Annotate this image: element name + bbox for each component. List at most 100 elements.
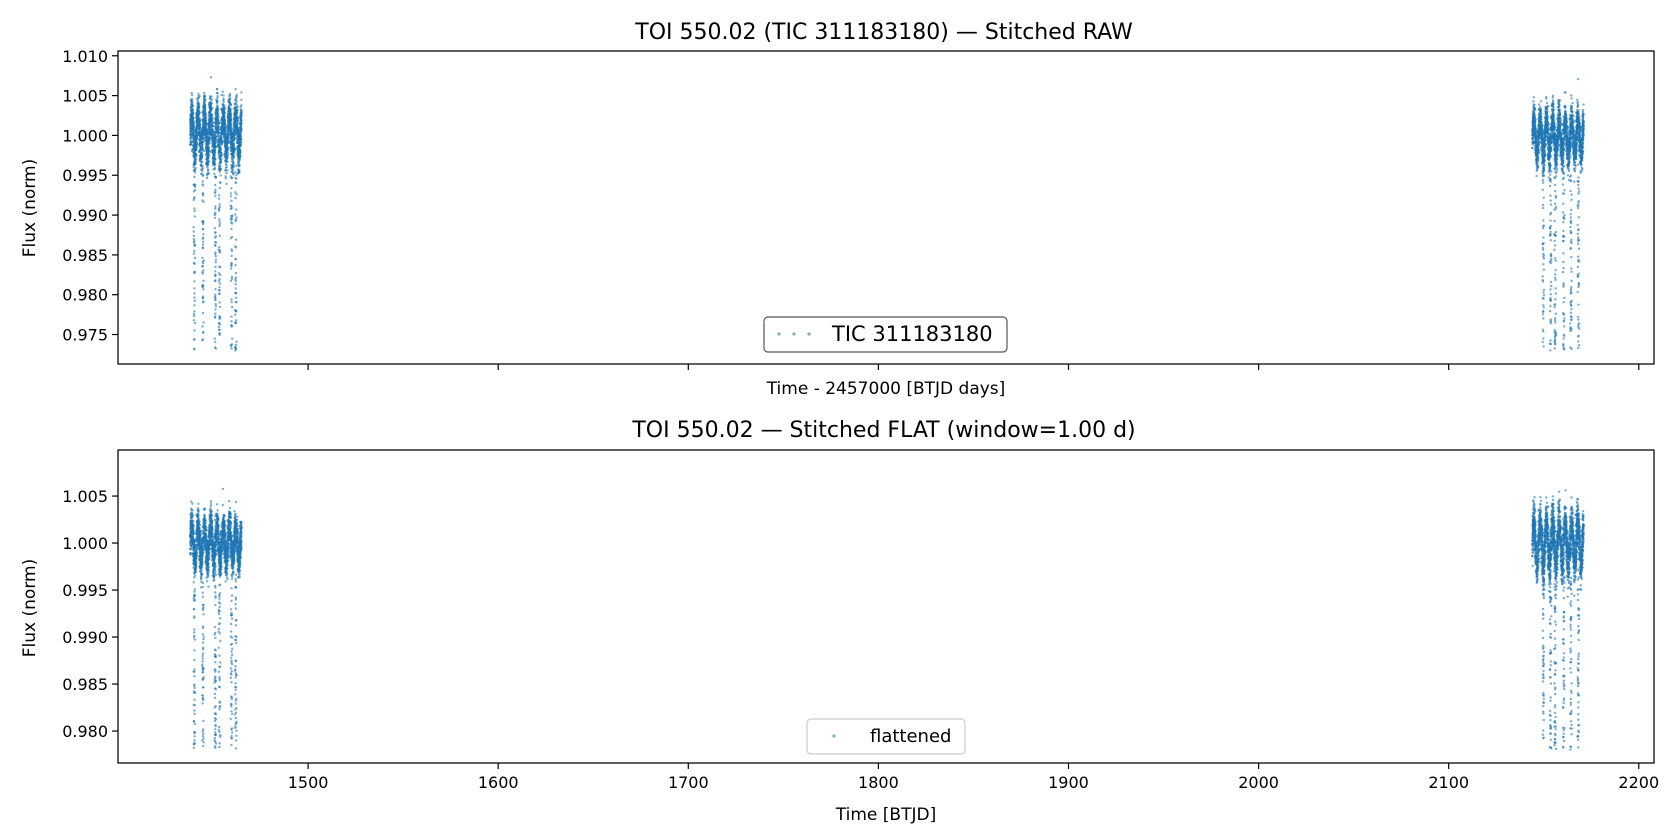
raw-data-point — [206, 174, 208, 176]
raw-data-point — [216, 105, 218, 107]
raw-data-point — [221, 141, 223, 143]
raw-data-point — [196, 143, 198, 145]
raw-transit-point — [202, 241, 204, 243]
raw-data-point — [1576, 99, 1578, 101]
raw-data-point — [204, 94, 206, 96]
raw-data-point — [209, 106, 211, 108]
raw-data-point — [202, 119, 204, 121]
raw-transit-point — [235, 280, 237, 282]
raw-transit-point — [214, 337, 216, 339]
raw-transit-point — [193, 315, 195, 317]
raw-transit-point — [214, 315, 216, 317]
raw-data-point — [205, 133, 207, 135]
raw-data-point — [208, 112, 210, 114]
raw-data-point — [214, 299, 216, 301]
raw-transit-point — [193, 196, 195, 198]
raw-transit-point — [214, 253, 216, 255]
raw-data-point — [228, 99, 230, 101]
raw-transit-point — [194, 189, 196, 191]
raw-data-point — [192, 147, 194, 149]
raw-data-point — [218, 203, 220, 205]
raw-transit-point — [235, 341, 237, 343]
raw-data-point — [226, 157, 228, 159]
raw-data-point — [216, 109, 218, 111]
raw-data-point — [222, 94, 224, 96]
raw-transit-point — [235, 287, 237, 289]
raw-transit-point — [235, 216, 237, 218]
raw-transit-point — [219, 282, 221, 284]
raw-transit-point — [230, 200, 232, 202]
raw-data-point — [194, 135, 196, 137]
raw-transit-point — [215, 235, 217, 237]
raw-data-point — [240, 139, 242, 141]
raw-transit-point — [193, 169, 195, 171]
raw-transit-point — [201, 170, 203, 172]
raw-transit-point — [231, 250, 233, 252]
raw-data-point — [1533, 96, 1535, 98]
raw-data-point — [229, 110, 231, 112]
raw-data-point — [235, 131, 237, 133]
raw-data-point — [190, 109, 192, 111]
raw-transit-point — [193, 230, 195, 232]
raw-data-point — [235, 97, 237, 99]
raw-transit-point — [235, 276, 237, 278]
raw-data-point — [233, 126, 235, 128]
raw-data-point — [211, 151, 213, 153]
raw-data-point — [191, 125, 193, 127]
raw-data-point — [199, 138, 201, 140]
raw-data-point — [194, 162, 196, 164]
raw-data-point — [1577, 164, 1579, 166]
raw-data-point — [197, 93, 199, 95]
raw-data-point — [1549, 339, 1551, 341]
raw-transit-point — [235, 165, 237, 167]
raw-transit-point — [230, 187, 232, 189]
raw-data-point — [209, 96, 211, 98]
raw-transit-point — [193, 183, 195, 185]
raw-data-point — [211, 142, 213, 144]
raw-transit-point — [231, 207, 233, 209]
raw-data-point — [223, 118, 225, 120]
raw-data-point — [210, 76, 212, 78]
raw-data-point — [204, 112, 206, 114]
raw-transit-point — [215, 255, 217, 257]
raw-data-point — [202, 295, 204, 297]
raw-data-point — [213, 173, 215, 175]
raw-transit-point — [193, 348, 195, 350]
raw-data-point — [209, 125, 211, 127]
raw-data-point — [1549, 195, 1551, 197]
raw-data-point — [206, 177, 208, 179]
raw-data-point — [194, 150, 196, 152]
raw-data-point — [232, 154, 234, 156]
raw-transit-point — [202, 246, 204, 248]
raw-data-point — [1577, 318, 1579, 320]
raw-transit-point — [214, 227, 216, 229]
raw-data-point — [219, 122, 221, 124]
raw-data-point — [222, 111, 224, 113]
raw-data-point — [234, 99, 236, 101]
raw-data-point — [233, 156, 235, 158]
raw-data-point — [240, 112, 242, 114]
raw-transit-point — [218, 218, 220, 220]
raw-data-point — [1568, 118, 1570, 120]
raw-data-point — [1577, 304, 1579, 306]
raw-data-point — [193, 292, 195, 294]
raw-data-point — [236, 94, 238, 96]
raw-transit-point — [218, 246, 220, 248]
raw-data-point — [230, 347, 232, 349]
raw-transit-point — [202, 265, 204, 267]
raw-data-point — [190, 100, 192, 102]
raw-data-point — [209, 102, 211, 104]
raw-data-point — [199, 123, 201, 125]
raw-data-point — [199, 158, 201, 160]
raw-data-point — [200, 129, 202, 131]
raw-flux-panel: TOI 550.02 (TIC 311183180) — Stitched RA… — [20, 20, 1654, 399]
raw-data-point — [240, 108, 242, 110]
raw-transit-point — [234, 322, 236, 324]
raw-data-point — [216, 95, 218, 97]
raw-data-point — [237, 119, 239, 121]
raw-data-point — [233, 118, 235, 120]
raw-transit-point — [193, 252, 195, 254]
raw-data-point — [204, 114, 206, 116]
raw-data-point — [240, 91, 242, 93]
raw-data-point — [206, 158, 208, 160]
